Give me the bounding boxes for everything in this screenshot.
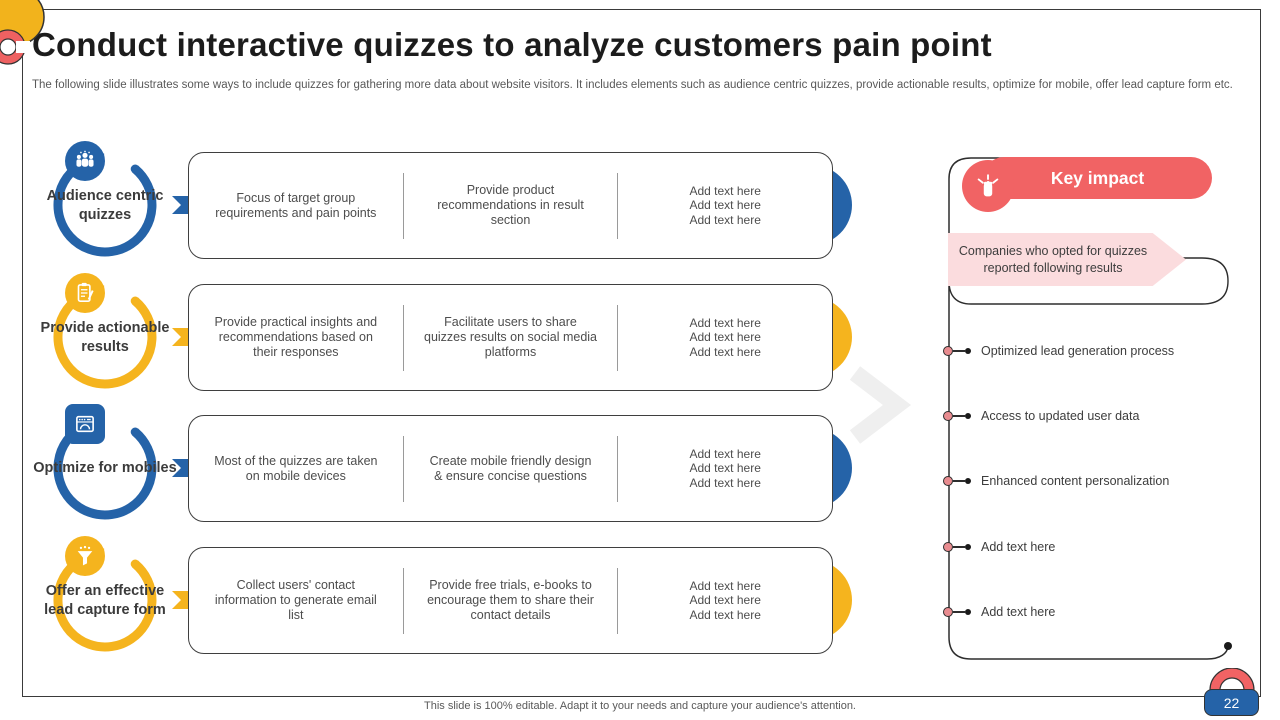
clipboard-notes-icon bbox=[65, 273, 105, 313]
bullet-ring-icon bbox=[943, 346, 953, 356]
bullet-dot-icon bbox=[965, 478, 971, 484]
bullet-ring-icon bbox=[943, 411, 953, 421]
flow-row-lead-capture: Offer an effective lead capture form Col… bbox=[0, 536, 940, 654]
bullet-ring-icon bbox=[943, 542, 953, 552]
divider bbox=[617, 172, 619, 239]
bullet-connector bbox=[953, 350, 965, 352]
divider bbox=[402, 304, 404, 371]
impact-item: Add text here bbox=[938, 537, 1238, 557]
impact-item-text: Access to updated user data bbox=[981, 409, 1140, 423]
box-text: Provide free trials, e-books to encourag… bbox=[427, 578, 594, 622]
corner-decoration bbox=[0, 0, 45, 65]
impact-item-placeholder[interactable]: Add text here bbox=[981, 540, 1056, 554]
row-label: Provide actionable results bbox=[40, 320, 170, 355]
impact-item: Access to updated user data bbox=[938, 406, 1238, 426]
bullet-ring-icon bbox=[943, 476, 953, 486]
flow-row-mobile: Optimize for mobiles Most of the quizzes… bbox=[0, 404, 940, 522]
box-text: Collect users' contact information to ge… bbox=[214, 578, 377, 622]
impact-item: Enhanced content personalization bbox=[938, 471, 1238, 491]
bullet-connector bbox=[953, 611, 965, 613]
divider bbox=[617, 435, 619, 502]
lead-funnel-icon bbox=[65, 536, 105, 576]
flow-row-actionable: Provide actionable results Provide pract… bbox=[0, 273, 940, 391]
bullet-connector bbox=[953, 480, 965, 482]
placeholder-text[interactable]: Add text here Add text here Add text here bbox=[689, 183, 761, 227]
mobile-browser-icon bbox=[65, 404, 105, 444]
footer-note: This slide is 100% editable. Adapt it to… bbox=[424, 700, 856, 712]
content-box: Collect users' contact information to ge… bbox=[188, 547, 833, 654]
impact-item: Optimized lead generation process bbox=[938, 341, 1238, 361]
impact-item-text: Enhanced content personalization bbox=[981, 474, 1170, 488]
bullet-dot-icon bbox=[965, 413, 971, 419]
impact-callout-text: Companies who opted for quizzes reported… bbox=[958, 243, 1148, 275]
page-title: Conduct interactive quizzes to analyze c… bbox=[32, 26, 992, 63]
row-label: Audience centric quizzes bbox=[46, 188, 164, 223]
bullet-connector bbox=[953, 415, 965, 417]
placeholder-text[interactable]: Add text here Add text here Add text here bbox=[689, 446, 761, 490]
divider bbox=[402, 172, 404, 239]
impact-item: Add text here bbox=[938, 602, 1238, 622]
bullet-connector bbox=[953, 546, 965, 548]
divider bbox=[617, 304, 619, 371]
row-label: Optimize for mobiles bbox=[33, 460, 177, 477]
key-impact-header: Key impact bbox=[983, 157, 1212, 199]
bullet-dot-icon bbox=[965, 609, 971, 615]
divider bbox=[402, 435, 404, 502]
box-text: Facilitate users to share quizzes result… bbox=[424, 315, 597, 359]
box-text: Most of the quizzes are taken on mobile … bbox=[214, 453, 378, 483]
content-box: Focus of target group requirements and p… bbox=[188, 152, 833, 259]
page-number-badge: 22 bbox=[1204, 689, 1259, 716]
impact-item-placeholder[interactable]: Add text here bbox=[981, 605, 1056, 619]
impact-item-text: Optimized lead generation process bbox=[981, 344, 1175, 358]
box-text: Focus of target group requirements and p… bbox=[215, 190, 377, 220]
bullet-dot-icon bbox=[965, 348, 971, 354]
impact-callout: Companies who opted for quizzes reported… bbox=[948, 233, 1186, 286]
box-text: Provide product recommendations in resul… bbox=[437, 183, 584, 227]
impact-panel-outline bbox=[948, 157, 1232, 660]
page-subtitle: The following slide illustrates some way… bbox=[32, 79, 1233, 91]
box-text: Provide practical insights and recommend… bbox=[214, 315, 378, 359]
chevron-separator-icon bbox=[849, 366, 912, 444]
impact-fist-icon bbox=[962, 160, 1014, 212]
coral-c-shape bbox=[0, 29, 30, 65]
bullet-ring-icon bbox=[943, 607, 953, 617]
content-box: Most of the quizzes are taken on mobile … bbox=[188, 415, 833, 522]
divider bbox=[402, 567, 404, 634]
bullet-dot-icon bbox=[965, 544, 971, 550]
content-box: Provide practical insights and recommend… bbox=[188, 284, 833, 391]
audience-group-icon bbox=[65, 141, 105, 181]
placeholder-text[interactable]: Add text here Add text here Add text here bbox=[689, 578, 761, 622]
flow-row-audience: Audience centric quizzes Focus of target… bbox=[0, 141, 940, 259]
row-label: Offer an effective lead capture form bbox=[44, 583, 166, 618]
box-text: Create mobile friendly design & ensure c… bbox=[429, 453, 592, 483]
divider bbox=[617, 567, 619, 634]
placeholder-text[interactable]: Add text here Add text here Add text here bbox=[689, 315, 761, 359]
